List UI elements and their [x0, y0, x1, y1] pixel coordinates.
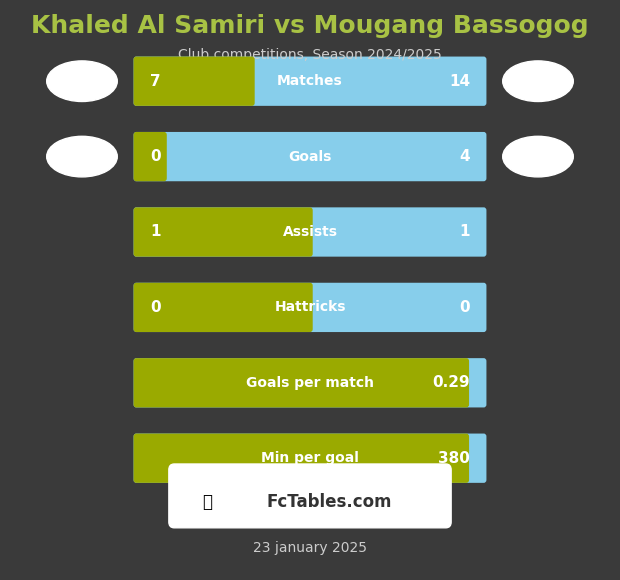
FancyBboxPatch shape [133, 358, 469, 407]
FancyBboxPatch shape [133, 132, 487, 181]
Text: Goals: Goals [288, 150, 332, 164]
Ellipse shape [46, 61, 117, 102]
Text: Goals per match: Goals per match [246, 376, 374, 390]
Text: 0: 0 [150, 300, 161, 315]
FancyBboxPatch shape [133, 434, 487, 483]
Text: 23 january 2025: 23 january 2025 [253, 541, 367, 555]
Text: 0: 0 [459, 300, 470, 315]
Ellipse shape [503, 136, 574, 177]
Ellipse shape [46, 136, 117, 177]
Text: 1: 1 [150, 224, 161, 240]
Text: 0.29: 0.29 [433, 375, 470, 390]
Text: Club competitions, Season 2024/2025: Club competitions, Season 2024/2025 [178, 48, 442, 62]
Text: 4: 4 [459, 149, 470, 164]
FancyBboxPatch shape [133, 434, 469, 483]
FancyBboxPatch shape [133, 132, 167, 181]
FancyBboxPatch shape [133, 57, 255, 106]
FancyBboxPatch shape [169, 464, 451, 528]
FancyBboxPatch shape [133, 208, 487, 256]
Text: Min per goal: Min per goal [261, 451, 359, 465]
FancyBboxPatch shape [133, 358, 487, 407]
Text: 7: 7 [150, 74, 161, 89]
Text: Assists: Assists [283, 225, 337, 239]
FancyBboxPatch shape [133, 283, 487, 332]
FancyBboxPatch shape [133, 283, 312, 332]
Text: 380: 380 [438, 451, 470, 466]
Text: 0: 0 [150, 149, 161, 164]
FancyBboxPatch shape [133, 208, 312, 256]
Text: 1: 1 [459, 224, 470, 240]
Text: FcTables.com: FcTables.com [266, 492, 392, 511]
Text: Khaled Al Samiri vs Mougang Bassogog: Khaled Al Samiri vs Mougang Bassogog [31, 14, 589, 38]
FancyBboxPatch shape [133, 57, 487, 106]
Text: 14: 14 [449, 74, 470, 89]
Ellipse shape [503, 61, 574, 102]
Text: 📊: 📊 [202, 492, 212, 511]
Text: Matches: Matches [277, 74, 343, 88]
Text: Hattricks: Hattricks [274, 300, 346, 314]
